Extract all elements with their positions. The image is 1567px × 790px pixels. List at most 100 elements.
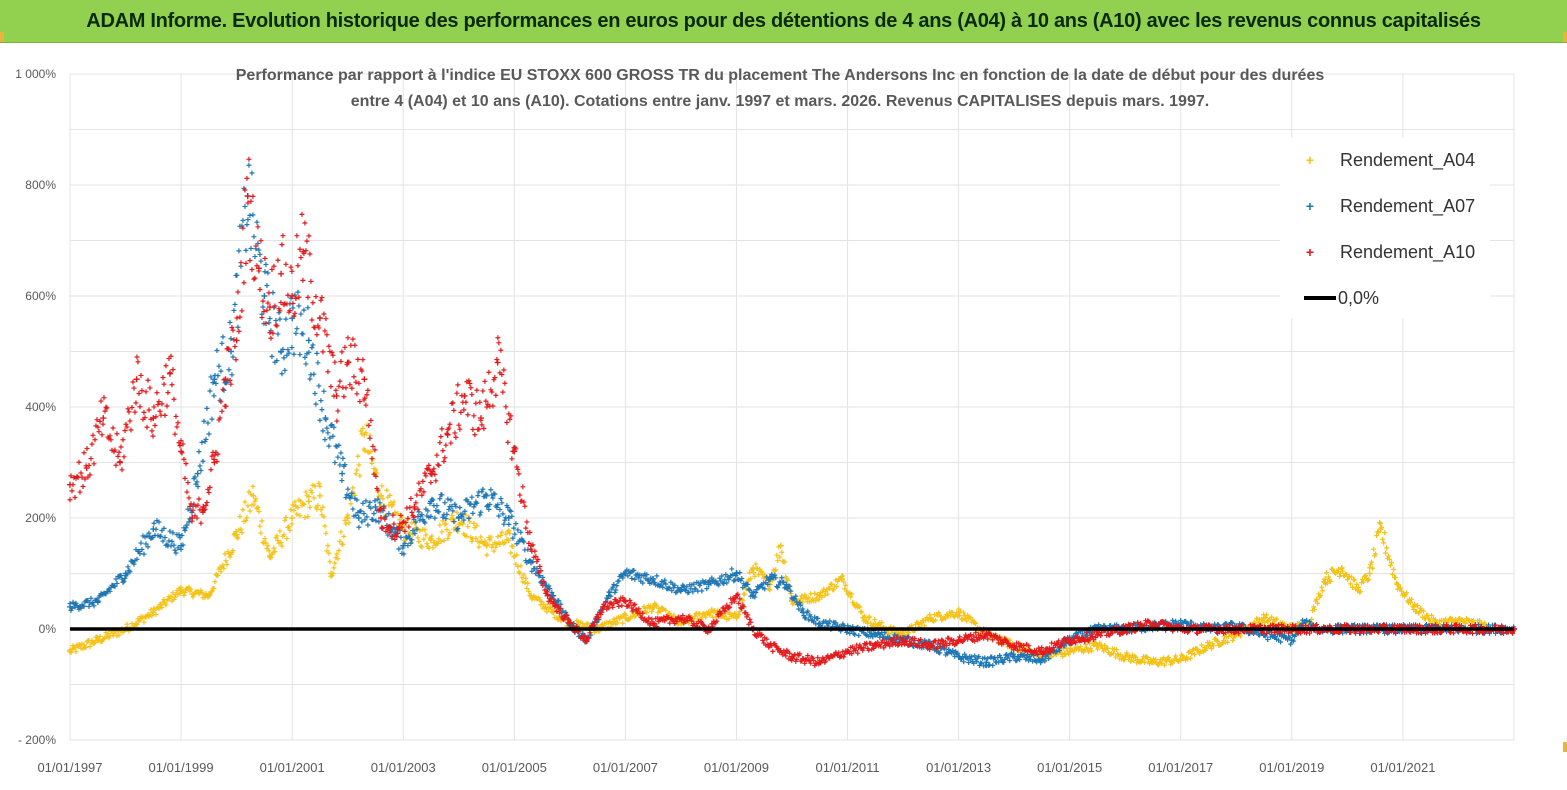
scatter-mark [208,374,214,380]
scatter-mark [479,489,485,495]
scatter-mark [1389,560,1395,566]
scatter-mark [372,498,378,504]
scatter-mark [317,483,323,489]
scatter-mark [737,570,743,576]
scatter-mark [294,233,300,239]
scatter-mark [560,608,566,614]
scatter-mark [476,426,482,432]
scatter-mark [1369,559,1375,565]
scatter-mark [1078,644,1084,650]
scatter-mark [203,436,209,442]
scatter-mark [500,511,506,517]
scatter-mark [450,508,456,514]
scatter-mark [235,289,241,295]
scatter-mark [223,558,229,564]
y-tick-label: 600% [25,289,56,303]
scatter-mark [471,413,477,419]
x-tick-label: 01/01/2019 [1259,760,1324,775]
scatter-mark [1368,561,1374,567]
scatter-mark [249,267,255,273]
scatter-mark [313,401,319,407]
scatter-mark [501,367,507,373]
scatter-mark [226,367,232,373]
scatter-mark [1114,647,1120,653]
scatter-mark [1365,577,1371,583]
scatter-mark [127,569,133,575]
scatter-mark [370,517,376,523]
scatter-mark [1345,577,1351,583]
scatter-mark [1350,584,1356,590]
scatter-mark [289,345,295,351]
scatter-mark [454,509,460,515]
scatter-mark [273,322,279,328]
scatter-mark [410,528,416,534]
scatter-mark [957,613,963,619]
scatter-mark [309,317,315,323]
scatter-mark [495,335,501,341]
scatter-mark [964,618,970,624]
scatter-mark [308,278,314,284]
scatter-mark [308,487,314,493]
scatter-mark [435,541,441,547]
scatter-mark [440,448,446,454]
scatter-mark [1084,645,1090,651]
scatter-mark [127,418,133,424]
scatter-mark [503,515,509,521]
scatter-mark [311,495,317,501]
scatter-mark [713,614,719,620]
scatter-mark [360,426,366,432]
scatter-mark [171,396,177,402]
scatter-mark [335,454,341,460]
scatter-mark [289,521,295,527]
scatter-mark [812,590,818,596]
scatter-mark [235,535,241,541]
scatter-mark [233,357,239,363]
scatter-mark [1320,588,1326,594]
scatter-mark [365,522,371,528]
scatter-mark [819,594,825,600]
scatter-mark [214,347,220,353]
x-tick-label: 01/01/2007 [593,760,658,775]
scatter-mark [374,470,380,476]
scatter-mark [323,316,329,322]
scatter-mark [1120,654,1126,660]
scatter-mark [144,424,150,430]
corner-handle-br [1563,742,1567,752]
scatter-mark [264,283,270,289]
scatter-mark [419,544,425,550]
scatter-mark [505,504,511,510]
scatter-mark [1179,652,1185,658]
scatter-mark [402,523,408,529]
scatter-mark [1269,614,1275,620]
scatter-mark [835,578,841,584]
scatter-mark [1274,616,1280,622]
scatter-mark [298,255,304,261]
scatter-mark [333,387,339,393]
scatter-mark [287,527,293,533]
scatter-mark [224,562,230,568]
scatter-mark [514,552,520,558]
scatter-mark [322,437,328,443]
scatter-mark [1170,617,1176,623]
scatter-mark [790,601,796,607]
scatter-mark [169,538,175,544]
scatter-mark [262,269,268,275]
scatter-mark [328,573,334,579]
scatter-mark [173,413,179,419]
scatter-mark [433,478,439,484]
scatter-mark [451,519,457,525]
scatter-mark [1373,551,1379,557]
scatter-mark [87,644,93,650]
scatter-mark [527,558,533,564]
scatter-mark [306,349,312,355]
y-tick-label: 400% [25,400,56,414]
scatter-mark [415,535,421,541]
scatter-mark [271,545,277,551]
scatter-mark [368,505,374,511]
scatter-mark [201,418,207,424]
scatter-mark [172,594,178,600]
scatter-mark [215,572,221,578]
scatter-mark [297,352,303,358]
scatter-mark [358,508,364,514]
scatter-mark [1339,566,1345,572]
